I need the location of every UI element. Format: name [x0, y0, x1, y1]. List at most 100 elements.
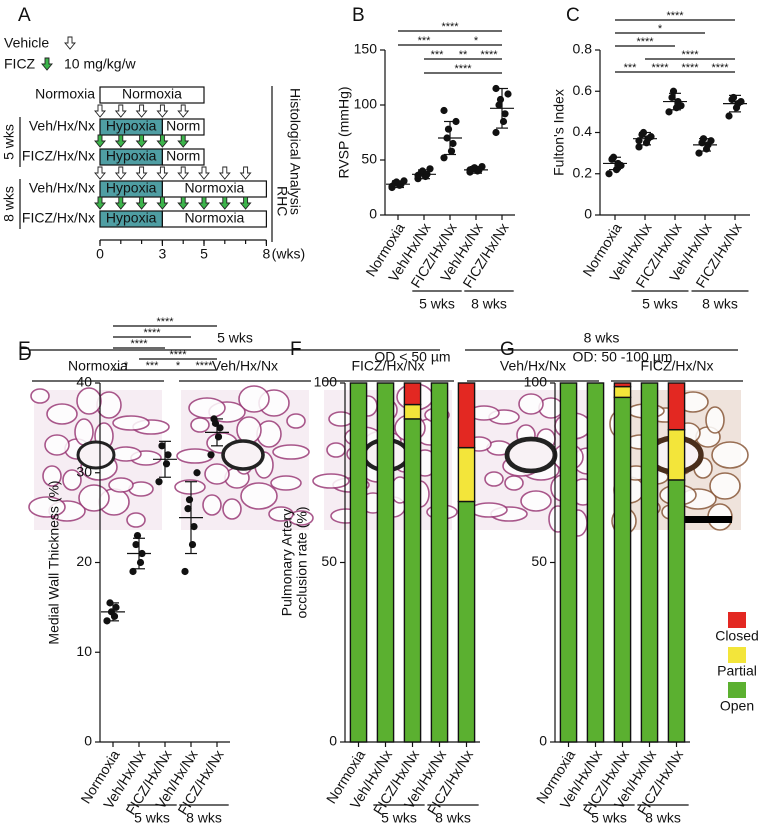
alveolus — [709, 472, 741, 500]
alveolus — [76, 387, 102, 415]
image-label: Normoxia — [68, 358, 128, 374]
row-label: Veh/Hx/Nx — [29, 180, 95, 196]
data-point — [162, 460, 171, 468]
error-bar — [729, 94, 741, 113]
data-point — [492, 128, 500, 137]
alveolus — [108, 477, 134, 493]
panel-label: C — [566, 5, 580, 26]
timeline-segment — [161, 210, 267, 228]
dose-arrow — [64, 36, 76, 50]
alveolus — [504, 475, 524, 491]
alveolus — [110, 446, 142, 462]
segment-label: Norm — [166, 148, 200, 164]
y-tick-label: 0 — [539, 733, 547, 749]
alveolus — [44, 434, 70, 456]
alveolus — [188, 397, 226, 419]
error-bar — [133, 537, 145, 570]
segment-label: Normoxia — [122, 86, 182, 102]
group-label: 8 wks — [645, 810, 681, 826]
y-axis-label: occlusion rate (%) — [294, 506, 310, 618]
segment-label: Hypoxia — [106, 210, 157, 226]
group-label: 5 wks — [419, 296, 455, 312]
error-bar — [418, 169, 430, 180]
dose-arrow — [239, 196, 252, 210]
segment-label: Hypoxia — [106, 118, 157, 134]
data-point — [440, 106, 448, 115]
alveolus — [236, 416, 262, 444]
significance-label: **** — [156, 316, 174, 328]
significance-label: **** — [711, 62, 729, 74]
dose-arrow — [218, 166, 231, 180]
alveolus — [470, 502, 508, 518]
data-point — [190, 523, 198, 531]
panel-label: A — [18, 5, 31, 26]
bar-segment — [613, 382, 632, 388]
dose-arrow — [94, 166, 106, 180]
time-tick-label: 3 — [159, 246, 167, 262]
data-point — [136, 558, 145, 567]
alveolus — [272, 444, 310, 460]
bar-segment — [613, 396, 632, 743]
data-point — [725, 112, 733, 120]
y-axis-label: Pulmonary Artery — [279, 509, 295, 616]
alveolus — [78, 484, 110, 512]
error-bar — [699, 138, 711, 152]
y-axis-label: RVSP (mmHg) — [336, 86, 352, 178]
group-label: 5 wks — [134, 810, 170, 826]
data-point — [414, 171, 422, 179]
segment-label: Normoxia — [184, 210, 244, 226]
alveolus — [126, 512, 146, 528]
chart-title: OD: 50 -100 µm — [573, 349, 673, 365]
timeline-segment — [161, 148, 205, 166]
legend-swatch — [728, 612, 746, 628]
group-label: 8 wks — [584, 330, 620, 346]
alveolus — [268, 506, 294, 522]
vessel — [504, 436, 558, 474]
data-point — [214, 433, 223, 441]
significance-label: **** — [666, 10, 684, 22]
alveolus — [705, 406, 725, 434]
dose-arrow — [198, 196, 210, 210]
dose-arrow — [94, 196, 106, 210]
data-point — [184, 505, 192, 513]
chart-title: OD < 50 µm — [374, 349, 450, 365]
y-tick-label: 0 — [329, 733, 337, 749]
significance-label: * — [176, 360, 181, 372]
alveolus — [326, 442, 346, 458]
timeline-segment — [99, 86, 205, 104]
data-point — [449, 139, 457, 148]
y-tick-label: 0 — [584, 206, 592, 222]
error-bar — [669, 92, 681, 111]
y-tick-label: 0.4 — [573, 123, 593, 139]
bar-segment — [586, 382, 605, 743]
data-point — [133, 531, 142, 540]
significance-label: *** — [624, 62, 638, 74]
y-tick-label: 100 — [354, 96, 378, 112]
significance-label: **** — [195, 360, 213, 372]
row-label: Veh/Hx/Nx — [29, 118, 95, 134]
y-tick-label: 0 — [84, 733, 92, 749]
micrograph — [28, 387, 170, 530]
time-unit: (wks) — [272, 246, 305, 262]
y-tick-label: 100 — [314, 374, 338, 390]
bar-segment — [457, 500, 476, 743]
timeline-segment — [161, 180, 267, 198]
data-point — [185, 496, 194, 504]
data-point — [132, 540, 140, 549]
significance-label: * — [124, 360, 129, 372]
data-point — [112, 603, 120, 611]
dose-arrow — [114, 196, 127, 210]
data-point — [677, 102, 685, 110]
alveolus — [112, 415, 150, 431]
error-bar — [444, 120, 456, 156]
panel-label: D — [18, 344, 32, 365]
error-bar — [185, 481, 197, 555]
alveolus — [30, 388, 50, 404]
y-tick-label: 30 — [76, 463, 92, 479]
data-point — [207, 451, 215, 459]
significance-label: **** — [441, 21, 459, 33]
dose-arrow — [135, 196, 148, 210]
dose-arrow — [177, 196, 190, 210]
dose-arrow — [114, 104, 127, 118]
significance-label: ** — [459, 49, 468, 61]
